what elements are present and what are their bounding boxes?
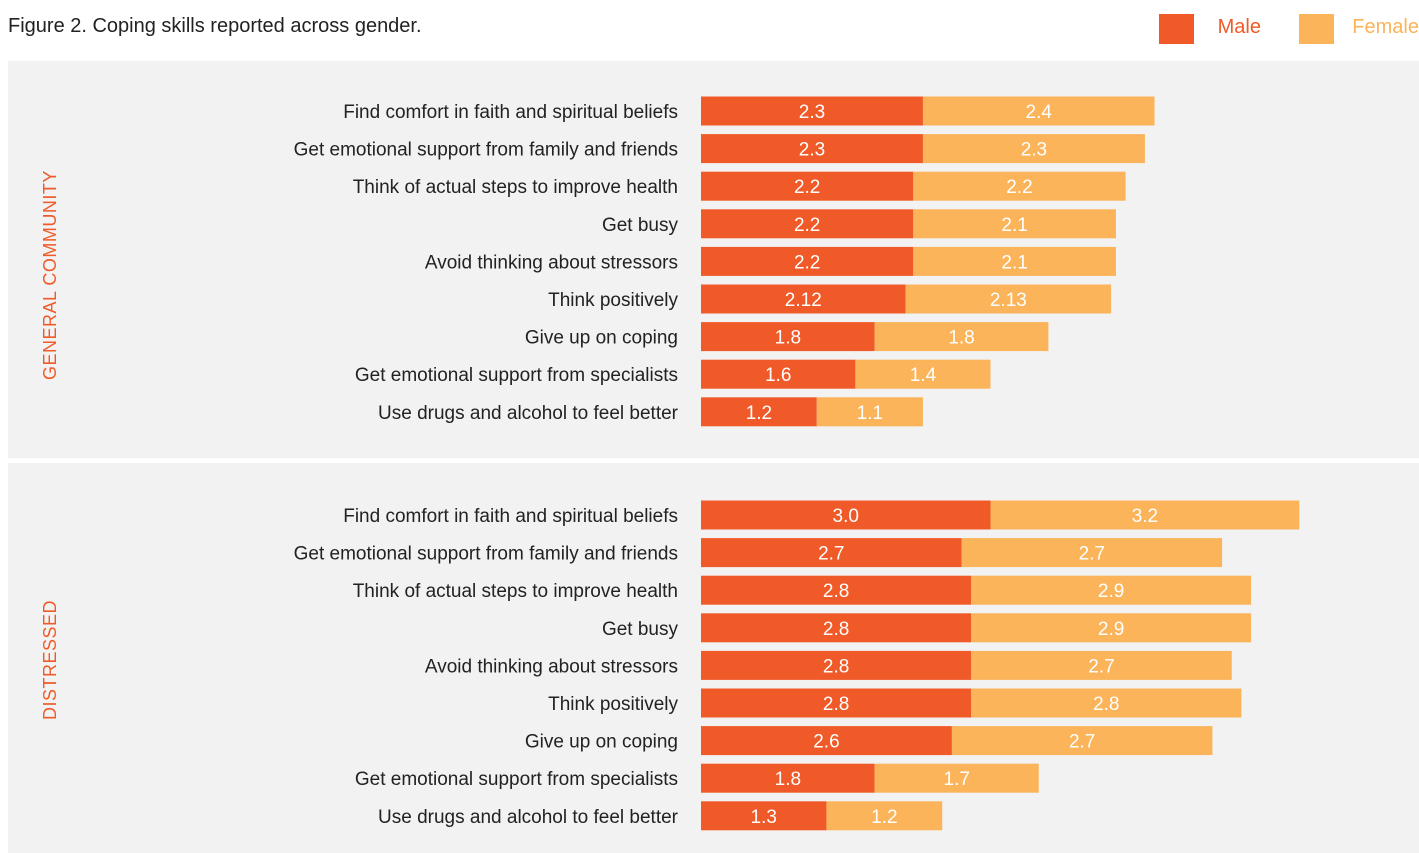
data-label-female-general-community-7: 1.8 — [948, 328, 974, 349]
bar-male-distressed-7 — [701, 726, 952, 756]
legend-swatch-male — [1159, 14, 1194, 44]
category-label-distressed-7: Give up on coping — [525, 732, 678, 753]
data-label-female-general-community-9: 1.1 — [857, 403, 883, 424]
bar-male-distressed-4 — [701, 613, 972, 643]
data-label-male-distressed-3: 2.8 — [823, 581, 849, 602]
data-label-male-general-community-4: 2.2 — [794, 215, 820, 236]
bar-male-distressed-8 — [701, 763, 875, 793]
category-label-distressed-3: Think of actual steps to improve health — [353, 581, 678, 602]
data-label-male-general-community-2: 2.3 — [799, 140, 825, 161]
category-label-distressed-6: Think positively — [548, 694, 678, 715]
bar-male-distressed-6 — [701, 688, 972, 718]
data-label-female-distressed-7: 2.7 — [1069, 732, 1095, 753]
data-label-female-distressed-4: 2.9 — [1098, 619, 1124, 640]
bar-male-general-community-8 — [701, 359, 856, 389]
bar-female-general-community-5 — [913, 246, 1116, 276]
data-label-male-general-community-9: 1.2 — [746, 403, 772, 424]
bar-female-general-community-8 — [855, 359, 991, 389]
category-label-general-community-5: Avoid thinking about stressors — [425, 252, 678, 273]
bar-female-general-community-9 — [816, 397, 923, 427]
data-label-female-distressed-5: 2.7 — [1088, 656, 1114, 677]
bar-male-distressed-1 — [701, 500, 991, 530]
category-label-general-community-4: Get busy — [602, 215, 679, 236]
bar-male-distressed-3 — [701, 575, 972, 605]
legend-item-male — [1159, 12, 1194, 44]
bar-male-general-community-9 — [701, 397, 817, 427]
bar-female-distressed-3 — [971, 575, 1252, 605]
category-label-distressed-8: Get emotional support from specialists — [355, 769, 678, 790]
legend-label-male: Male — [1217, 16, 1261, 38]
bar-male-general-community-1 — [701, 96, 923, 126]
data-label-female-distressed-9: 1.2 — [871, 807, 897, 828]
data-label-female-general-community-3: 2.2 — [1006, 177, 1032, 198]
bar-female-distressed-2 — [961, 538, 1223, 568]
data-label-female-general-community-1: 2.4 — [1026, 102, 1053, 123]
bar-female-distressed-4 — [971, 613, 1252, 643]
bar-male-general-community-4 — [701, 209, 914, 239]
category-label-distressed-2: Get emotional support from family and fr… — [294, 544, 678, 565]
category-label-general-community-1: Find comfort in faith and spiritual beli… — [343, 102, 678, 123]
data-label-male-distressed-6: 2.8 — [823, 694, 849, 715]
data-label-male-general-community-6: 2.12 — [785, 290, 822, 311]
data-label-male-distressed-2: 2.7 — [818, 544, 844, 565]
bar-male-general-community-3 — [701, 171, 914, 201]
data-label-male-distressed-8: 1.8 — [775, 769, 801, 790]
bar-female-distressed-7 — [951, 726, 1213, 756]
data-label-male-general-community-3: 2.2 — [794, 177, 820, 198]
category-label-distressed-1: Find comfort in faith and spiritual beli… — [343, 506, 678, 527]
bar-male-general-community-5 — [701, 246, 914, 276]
bar-female-distressed-6 — [971, 688, 1242, 718]
data-label-female-distressed-2: 2.7 — [1079, 544, 1105, 565]
data-label-male-distressed-9: 1.3 — [751, 807, 777, 828]
data-label-male-distressed-1: 3.0 — [833, 506, 859, 527]
data-label-female-distressed-1: 3.2 — [1132, 506, 1158, 527]
data-label-female-general-community-5: 2.1 — [1001, 252, 1027, 273]
legend-label-female: Female — [1352, 16, 1419, 38]
bar-female-general-community-7 — [874, 322, 1049, 352]
bar-female-distressed-8 — [874, 763, 1039, 793]
bar-male-distressed-9 — [701, 801, 827, 831]
data-label-male-general-community-7: 1.8 — [775, 328, 801, 349]
bar-female-general-community-4 — [913, 209, 1116, 239]
data-label-male-general-community-8: 1.6 — [765, 365, 791, 386]
data-label-female-distressed-6: 2.8 — [1093, 694, 1119, 715]
category-label-general-community-3: Think of actual steps to improve health — [353, 177, 678, 198]
legend-item-female — [1299, 12, 1334, 44]
bar-male-general-community-6 — [701, 284, 906, 314]
category-label-distressed-9: Use drugs and alcohol to feel better — [378, 807, 679, 828]
data-label-male-general-community-1: 2.3 — [799, 102, 825, 123]
category-label-distressed-5: Avoid thinking about stressors — [425, 656, 678, 677]
bar-male-distressed-2 — [701, 538, 962, 568]
data-label-female-general-community-2: 2.3 — [1021, 140, 1047, 161]
bar-male-distressed-5 — [701, 650, 972, 680]
category-label-general-community-6: Think positively — [548, 290, 678, 311]
data-label-male-distressed-7: 2.6 — [813, 732, 839, 753]
category-label-general-community-2: Get emotional support from family and fr… — [294, 140, 678, 161]
bar-male-general-community-2 — [701, 134, 923, 164]
bar-male-general-community-7 — [701, 322, 875, 352]
data-label-female-distressed-3: 2.9 — [1098, 581, 1124, 602]
category-label-distressed-4: Get busy — [602, 619, 679, 640]
category-label-general-community-8: Get emotional support from specialists — [355, 365, 678, 386]
data-label-male-distressed-5: 2.8 — [823, 656, 849, 677]
bar-female-general-community-1 — [922, 96, 1155, 126]
bar-female-distressed-9 — [826, 801, 943, 831]
data-label-male-distressed-4: 2.8 — [823, 619, 849, 640]
category-label-general-community-7: Give up on coping — [525, 328, 678, 349]
bar-female-distressed-1 — [990, 500, 1300, 530]
data-label-male-general-community-5: 2.2 — [794, 252, 820, 273]
bar-female-general-community-2 — [922, 134, 1145, 164]
data-label-female-general-community-6: 2.13 — [990, 290, 1027, 311]
bar-female-general-community-6 — [905, 284, 1112, 314]
figure-title: Figure 2. Coping skills reported across … — [8, 15, 422, 37]
legend-swatch-female — [1299, 14, 1334, 44]
bar-female-distressed-5 — [971, 650, 1232, 680]
data-label-female-distressed-8: 1.7 — [944, 769, 970, 790]
category-label-general-community-9: Use drugs and alcohol to feel better — [378, 403, 679, 424]
data-label-female-general-community-8: 1.4 — [910, 365, 937, 386]
data-label-female-general-community-4: 2.1 — [1001, 215, 1027, 236]
bar-female-general-community-3 — [913, 171, 1126, 201]
